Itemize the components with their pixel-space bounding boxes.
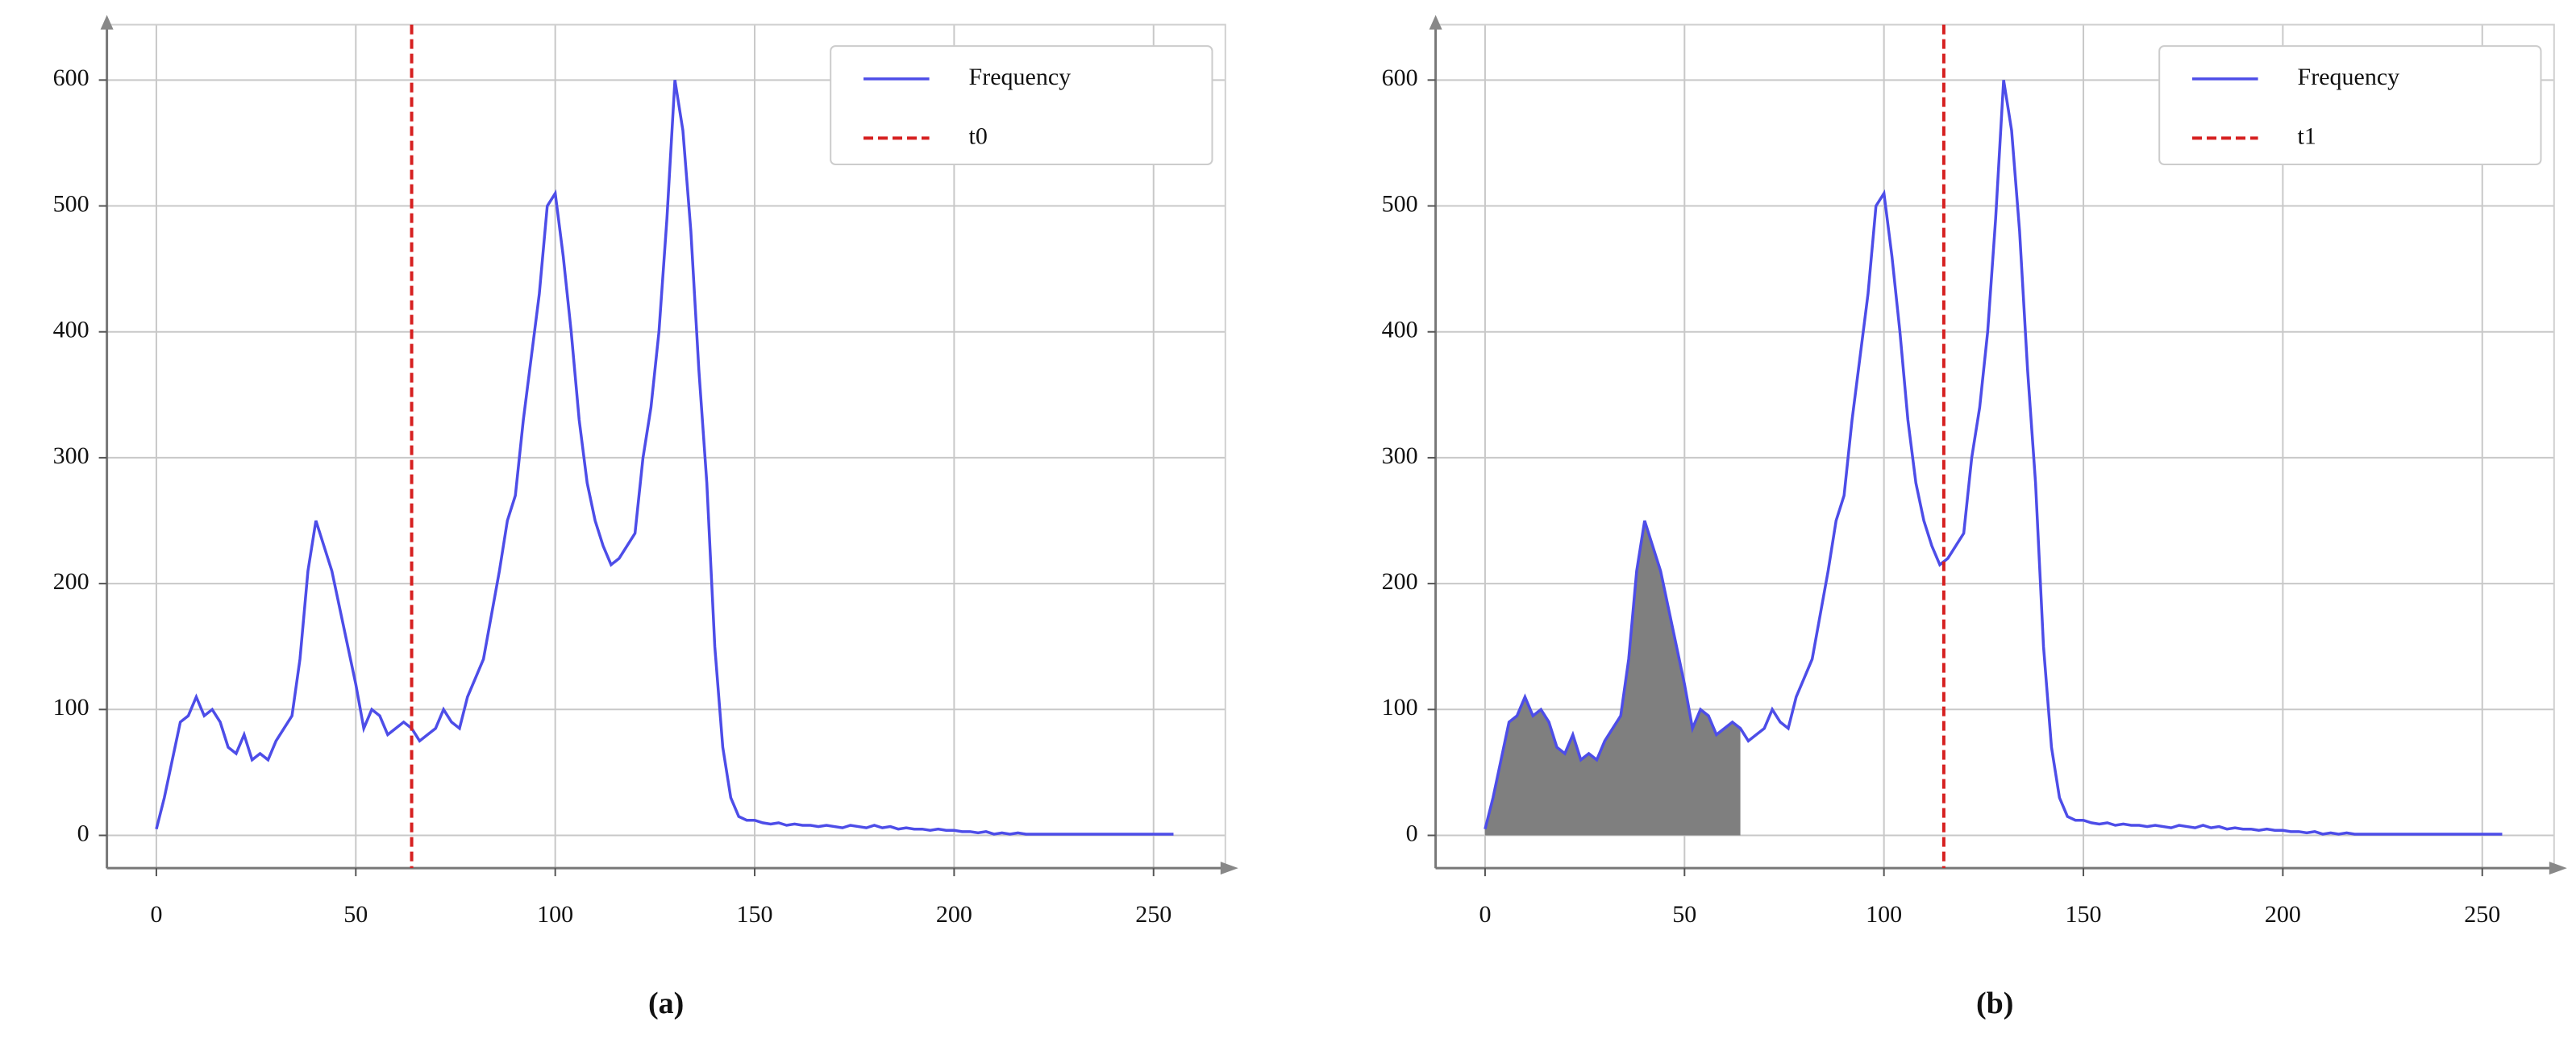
legend-label: t0	[969, 123, 988, 149]
legend-box	[2158, 45, 2542, 166]
y-tick-label: 200	[1382, 568, 1418, 595]
x-tick-label: 250	[2464, 901, 2500, 928]
y-tick-label: 300	[53, 442, 89, 469]
y-axis-arrow	[1429, 15, 1442, 30]
legend-label: t1	[2298, 123, 2316, 149]
panel-caption: (b)	[1976, 986, 2013, 1020]
legend-label: Frequency	[969, 64, 1072, 90]
y-tick-label: 0	[1406, 820, 1418, 846]
y-tick-label: 400	[53, 317, 89, 343]
y-tick-label: 600	[53, 64, 89, 91]
x-tick-label: 100	[1866, 901, 1902, 928]
frequency-line	[1484, 80, 2503, 836]
x-tick-label: 50	[1672, 901, 1696, 928]
frequency-line	[155, 80, 1174, 836]
y-tick-label: 600	[1382, 64, 1418, 91]
x-tick-label: 0	[150, 901, 162, 928]
x-tick-label: 200	[936, 901, 972, 928]
y-tick-label: 200	[53, 568, 89, 595]
y-tick-label: 500	[1382, 190, 1418, 217]
y-tick-label: 400	[1382, 317, 1418, 343]
panel-caption: (a)	[648, 986, 684, 1020]
x-axis-arrow	[2549, 862, 2567, 875]
x-tick-label: 250	[1135, 901, 1171, 928]
x-tick-label: 50	[343, 901, 368, 928]
x-tick-label: 0	[1479, 901, 1491, 928]
shaded-area	[1484, 521, 1741, 836]
x-tick-label: 150	[2066, 901, 2102, 928]
x-axis-arrow	[1220, 862, 1238, 875]
x-tick-label: 200	[2265, 901, 2301, 928]
x-tick-label: 100	[537, 901, 573, 928]
y-tick-label: 0	[77, 820, 89, 846]
y-tick-label: 100	[1382, 694, 1418, 721]
y-tick-label: 300	[1382, 442, 1418, 469]
y-tick-label: 100	[53, 694, 89, 721]
y-axis-arrow	[100, 15, 114, 30]
legend-box	[830, 45, 1213, 166]
x-tick-label: 150	[737, 901, 773, 928]
y-tick-label: 500	[53, 190, 89, 217]
panel: 0 50 100 150 200 250 0 100 200 300 400 500 600 Freque…	[1382, 15, 2567, 1020]
panel: 0 50 100 150 200 250 0 100 200 300 400 500 600 Freque…	[53, 15, 1238, 1020]
legend-label: Frequency	[2298, 64, 2400, 90]
